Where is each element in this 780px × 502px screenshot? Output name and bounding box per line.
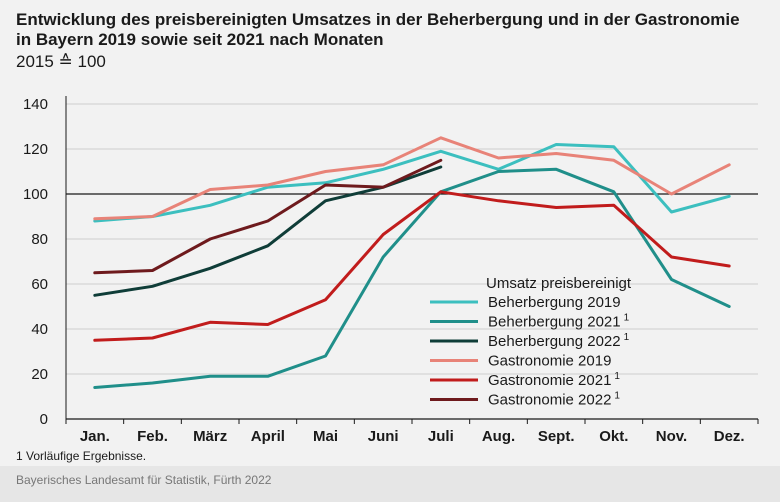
y-tick-label: 40: [31, 321, 48, 338]
y-tick-label: 120: [23, 141, 48, 158]
legend-label: Gastronomie 2019: [488, 353, 611, 370]
legend-label: Beherbergung 2022 1: [488, 332, 630, 350]
legend-label: Beherbergung 2019: [488, 294, 621, 311]
series-line-4: [93, 190, 731, 342]
legend-label: Beherbergung 2021 1: [488, 313, 630, 331]
series-line-0: [93, 143, 731, 223]
x-tick-label: Sept.: [538, 428, 575, 445]
footnote: 1 Vorläufige Ergebnisse.: [16, 449, 147, 463]
x-tick-label: März: [193, 428, 227, 445]
x-tick-label: Jan.: [80, 428, 110, 445]
y-tick-label: 100: [23, 186, 48, 203]
y-tick-label: 0: [40, 411, 48, 428]
footer-band: [0, 466, 780, 502]
legend-label: Gastronomie 2022 1: [488, 391, 620, 409]
legend-footnote-marker: 1: [624, 313, 630, 324]
chart-title: Entwicklung des preisbereinigten Umsatze…: [16, 10, 740, 49]
x-tick-label: April: [251, 428, 285, 445]
series-line-5: [93, 158, 443, 275]
y-tick-label: 20: [31, 366, 48, 383]
x-tick-label: Dez.: [714, 428, 745, 445]
legend-footnote-marker: 1: [614, 371, 620, 382]
x-tick-label: Feb.: [137, 428, 168, 445]
legend-title: Umsatz preisbereinigt: [486, 275, 632, 292]
series-line-1: [93, 167, 731, 389]
legend-footnote-marker: 1: [614, 391, 620, 402]
y-tick-label: 140: [23, 96, 48, 113]
x-tick-label: Okt.: [599, 428, 628, 445]
x-tick-label: Juni: [368, 428, 399, 445]
source-note: Bayerisches Landesamt für Statistik, Für…: [16, 473, 272, 487]
x-tick-label: Mai: [313, 428, 338, 445]
y-tick-label: 60: [31, 276, 48, 293]
legend-footnote-marker: 1: [624, 332, 630, 343]
y-tick-label: 80: [31, 231, 48, 248]
series-line-3: [93, 136, 731, 221]
x-tick-label: Nov.: [656, 428, 687, 445]
x-tick-label: Aug.: [482, 428, 515, 445]
chart-subtitle: 2015 ≙ 100: [16, 52, 106, 71]
x-tick-label: Juli: [428, 428, 454, 445]
legend-label: Gastronomie 2021 1: [488, 371, 620, 389]
